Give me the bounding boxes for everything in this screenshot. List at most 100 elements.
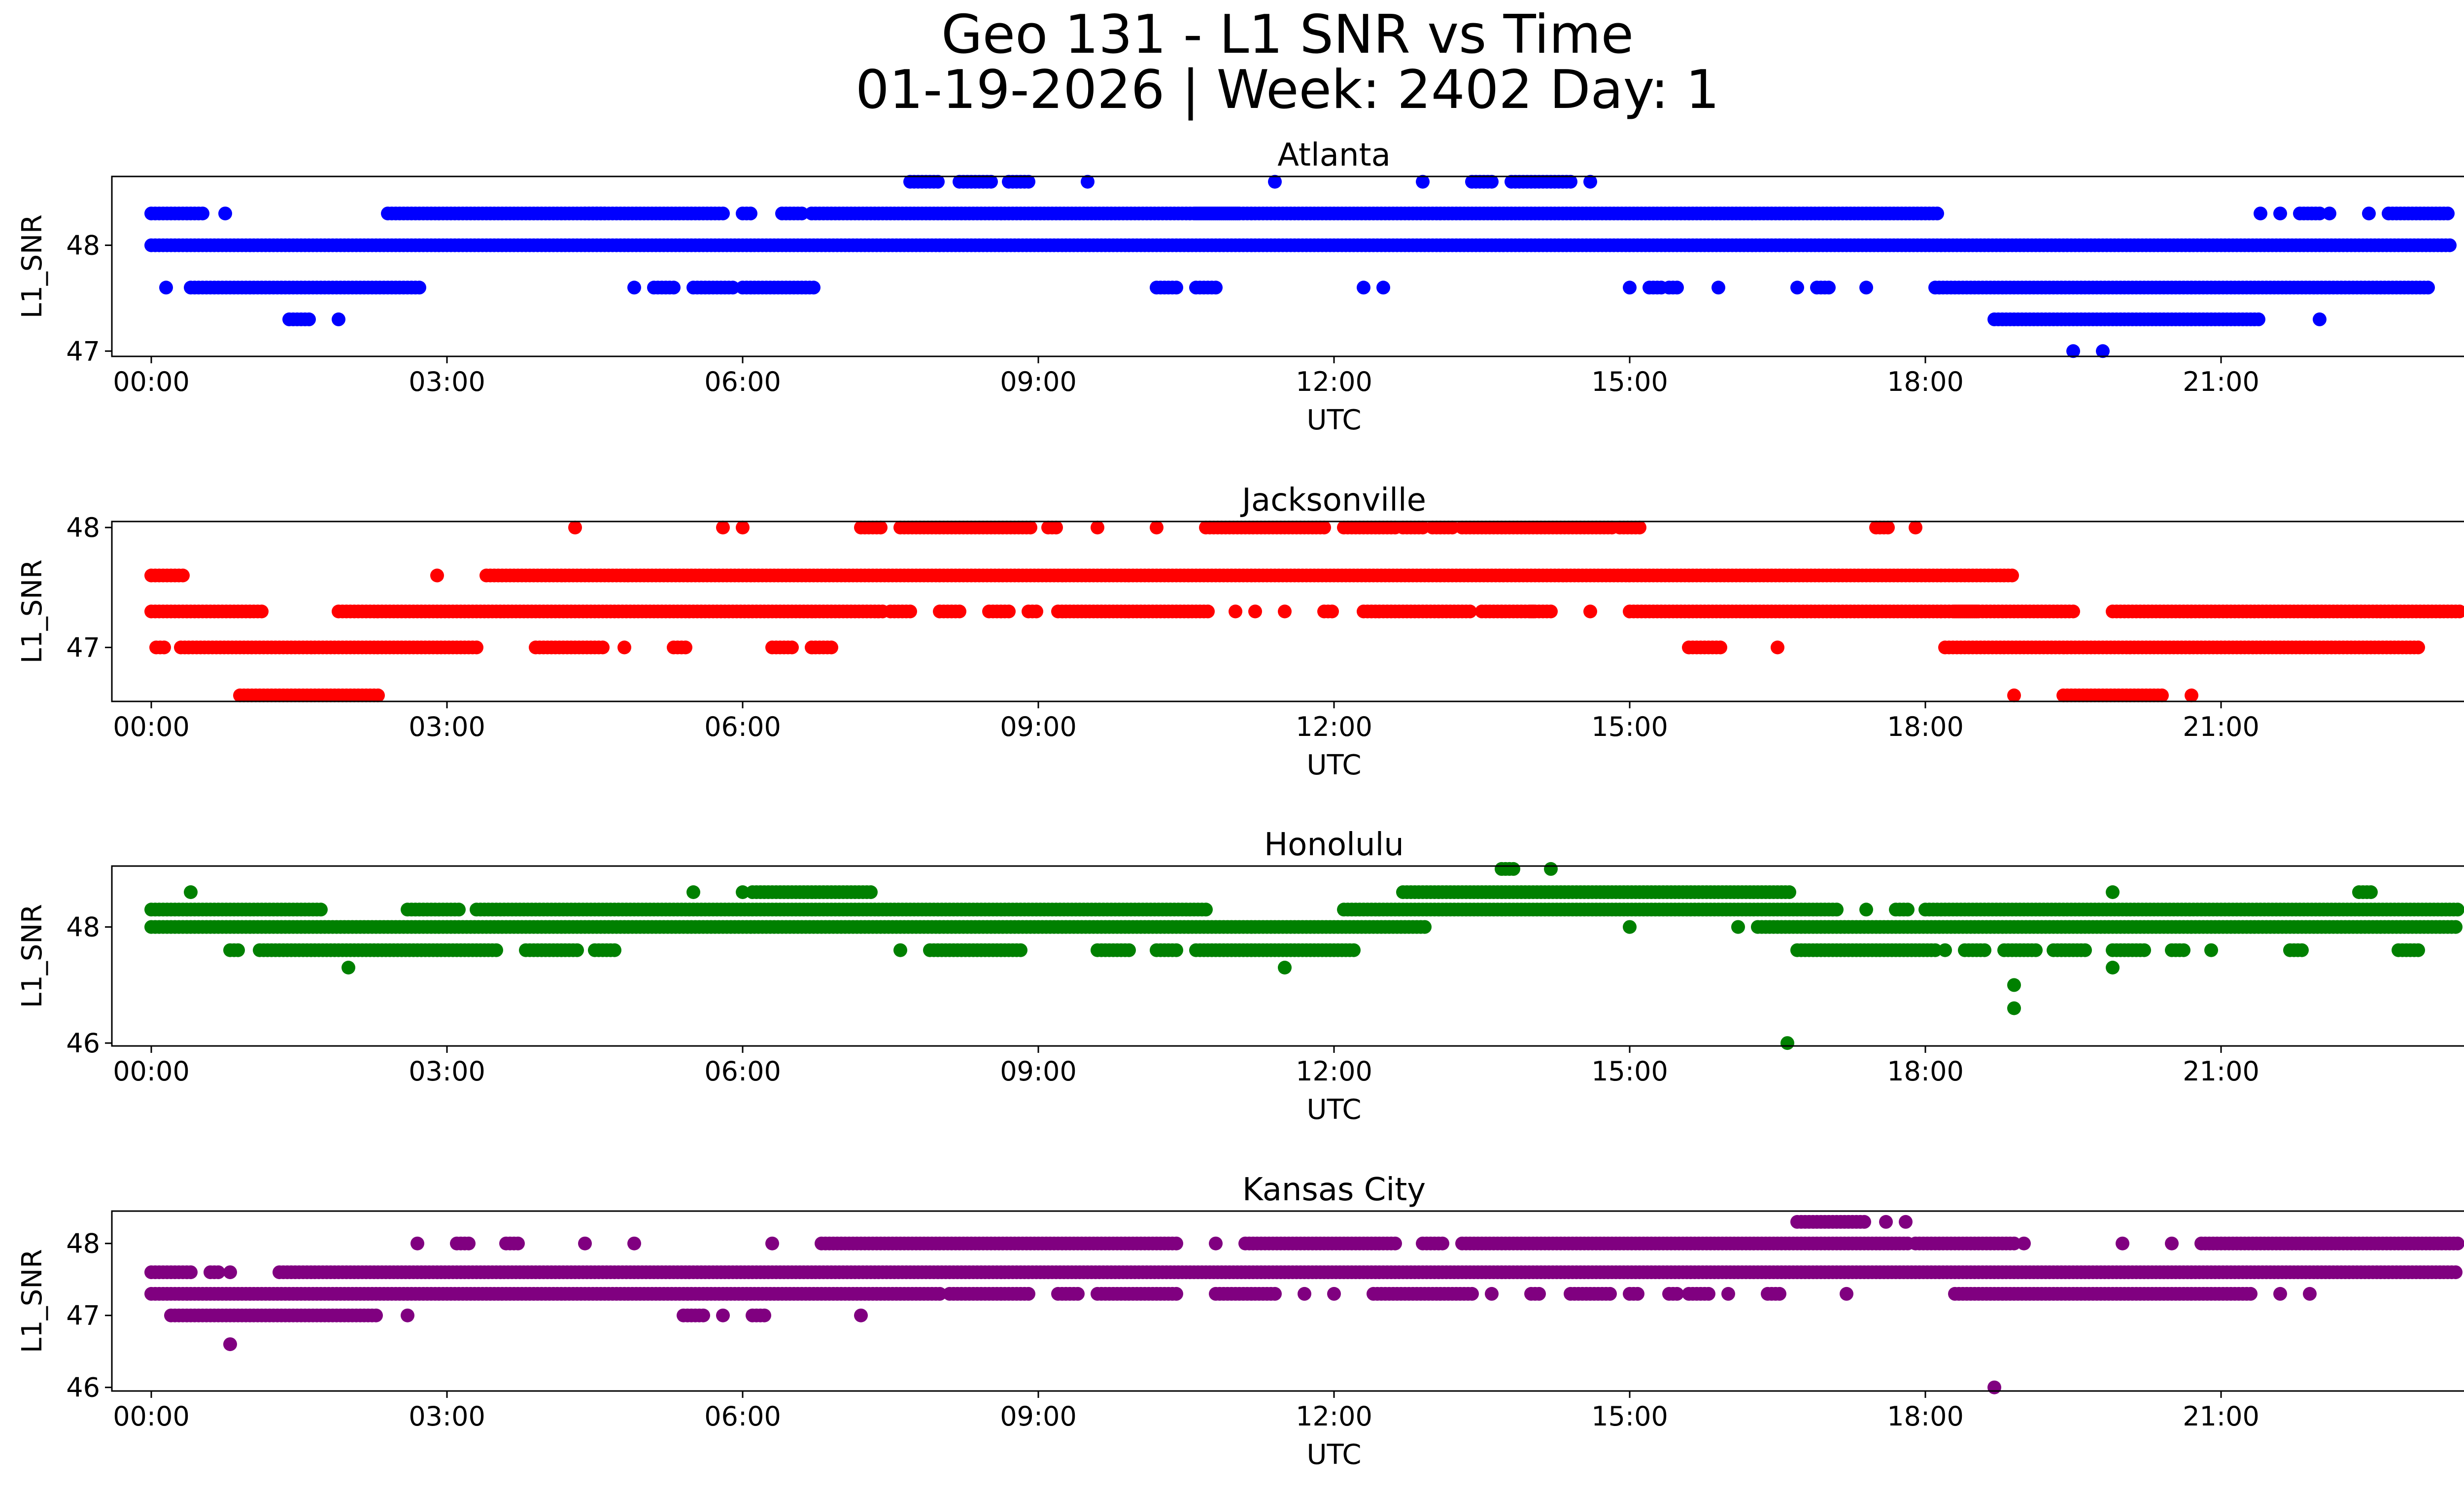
figure-title-line-1: Geo 131 - L1 SNR vs Time [941, 4, 1634, 66]
data-point [1201, 604, 1215, 619]
data-point [716, 521, 730, 535]
plot-frame-atlanta [111, 175, 2464, 357]
data-point [223, 1265, 237, 1280]
data-point [1199, 903, 1213, 917]
data-point [1623, 920, 1637, 934]
x-tick-label: 00:00 [113, 1056, 190, 1087]
data-point [1830, 903, 1844, 917]
x-axis-label-jacksonville: UTC [1306, 749, 1361, 781]
data-point [1899, 1215, 1913, 1229]
x-tick-label: 03:00 [409, 711, 485, 742]
data-point [1583, 174, 1597, 189]
data-point [1416, 174, 1430, 189]
data-point [1024, 521, 1037, 535]
x-tick-label: 12:00 [1296, 366, 1372, 397]
data-point [1268, 174, 1282, 189]
data-point [2007, 1001, 2021, 1015]
data-point [1278, 961, 1292, 974]
data-point [2453, 604, 2464, 619]
data-point [332, 312, 345, 326]
data-point [2007, 1236, 2021, 1251]
panel-title-honolulu: Honolulu [1264, 827, 1404, 863]
data-point [1928, 943, 1942, 957]
data-point [371, 688, 385, 702]
y-tick-label: 48 [66, 512, 100, 543]
data-point [824, 640, 838, 655]
data-point [1711, 280, 1725, 295]
data-point [1713, 640, 1727, 655]
data-point [2362, 207, 2376, 221]
data-point [1122, 943, 1136, 957]
data-point [736, 885, 750, 899]
data-point [1859, 903, 1873, 917]
data-point [470, 640, 483, 655]
x-tick-label: 00:00 [113, 711, 190, 742]
data-point [2078, 943, 2092, 957]
data-point [1879, 1215, 1893, 1229]
x-tick-label: 15:00 [1591, 711, 1668, 742]
data-point [2007, 688, 2021, 702]
data-point [412, 280, 426, 295]
data-point [184, 885, 198, 899]
data-point [1029, 604, 1043, 619]
data-point [736, 521, 750, 535]
data-point [2137, 943, 2151, 957]
data-point [231, 943, 245, 957]
x-tick-label: 21:00 [2183, 1056, 2259, 1087]
data-point [2116, 1236, 2129, 1251]
data-point [2066, 604, 2080, 619]
data-point [2411, 640, 2425, 655]
data-point [686, 885, 700, 899]
data-point [196, 207, 209, 221]
y-tick-label: 48 [66, 912, 100, 943]
data-point [1485, 174, 1499, 189]
data-point [785, 640, 799, 655]
data-point [1930, 207, 1944, 221]
data-point [627, 280, 641, 295]
x-tick-label: 09:00 [1000, 711, 1077, 742]
data-point [1938, 943, 1952, 957]
data-point [1731, 920, 1745, 934]
data-point [2005, 568, 2019, 583]
data-point [1463, 604, 1477, 619]
data-point [2066, 344, 2080, 358]
data-point [1081, 174, 1095, 189]
x-tick-label: 21:00 [2183, 711, 2259, 742]
panel-title-kansas-city: Kansas City [1242, 1172, 1426, 1208]
y-axis-label-honolulu: L1_SNR [16, 904, 48, 1008]
panel-title-atlanta: Atlanta [1277, 137, 1391, 174]
data-point [1150, 521, 1164, 535]
data-point [1376, 280, 1390, 295]
data-point [2421, 280, 2435, 295]
data-point [570, 943, 584, 957]
x-tick-label: 03:00 [409, 366, 485, 397]
data-point [2252, 312, 2265, 326]
data-point [2096, 344, 2110, 358]
data-point [795, 207, 809, 221]
data-point [159, 280, 173, 295]
figure-title-line-2: 01-19-2026 | Week: 2402 Day: 1 [855, 59, 1720, 121]
data-point [342, 961, 355, 974]
data-point [411, 1236, 424, 1251]
data-point [184, 1265, 198, 1280]
data-point [1014, 943, 1027, 957]
data-point [1790, 280, 1804, 295]
data-point [1357, 280, 1370, 295]
data-point [1978, 943, 1991, 957]
data-point [1564, 174, 1577, 189]
data-point [1822, 280, 1836, 295]
data-point [1771, 640, 1784, 655]
data-point [2313, 312, 2327, 326]
data-point [807, 280, 821, 295]
data-point [667, 280, 681, 295]
data-point [1317, 521, 1331, 535]
data-point [903, 604, 917, 619]
data-point [568, 521, 582, 535]
data-point [1091, 521, 1104, 535]
data-point [1445, 521, 1459, 535]
data-point [2007, 978, 2021, 992]
data-point [1623, 280, 1637, 295]
